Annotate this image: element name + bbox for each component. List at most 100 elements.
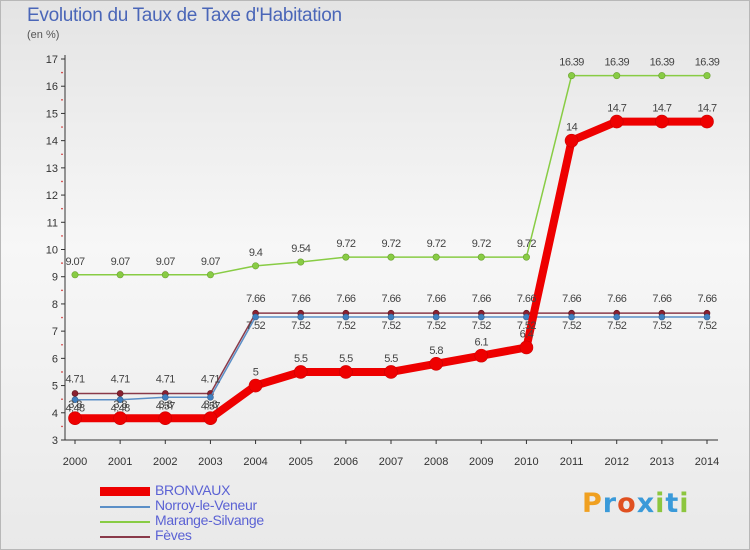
y-tick-label: 14 <box>46 136 58 148</box>
x-tick-label: 2003 <box>198 456 222 468</box>
y-minor-tick <box>61 99 63 101</box>
x-tick-label: 2000 <box>63 456 87 468</box>
y-minor-tick <box>61 289 63 292</box>
y-tick-label: 10 <box>46 245 58 257</box>
data-label: 16.39 <box>604 57 629 69</box>
data-label: 7.66 <box>472 293 491 305</box>
data-point <box>522 253 530 261</box>
data-label: 4.57 <box>201 400 220 412</box>
y-minor-tick <box>61 126 63 128</box>
legend-swatch-bronvaux <box>100 487 150 496</box>
data-label: 14.7 <box>607 103 626 115</box>
data-label: 9.07 <box>65 256 84 268</box>
data-label: 9.72 <box>336 238 355 250</box>
data-point <box>568 72 576 80</box>
data-label: 4.71 <box>156 373 175 385</box>
data-point <box>248 378 263 393</box>
x-tick-label: 2010 <box>514 456 538 468</box>
data-label: 16.39 <box>559 57 584 69</box>
data-label: 3.8 <box>159 399 173 411</box>
legend-label-norroy: Norroy-le-Veneur <box>155 497 257 513</box>
data-point <box>387 313 395 321</box>
data-point <box>655 114 669 129</box>
data-label: 6.4 <box>520 328 534 340</box>
data-label: 7.66 <box>697 293 716 305</box>
data-label: 9.72 <box>472 238 491 250</box>
data-point <box>613 313 621 321</box>
y-minor-tick <box>61 425 63 428</box>
data-point <box>113 411 127 426</box>
y-tick-label: 13 <box>46 163 58 175</box>
data-point <box>71 396 79 404</box>
legend-swatch-norroy <box>100 506 150 508</box>
legend-label-marange: Marange-Silvange <box>155 512 264 528</box>
y-tick-label: 8 <box>52 299 58 311</box>
y-minor-tick <box>61 71 63 74</box>
data-label: 7.52 <box>652 320 671 332</box>
x-tick-label: 2004 <box>243 456 267 468</box>
data-point <box>477 313 485 321</box>
x-tick-label: 2009 <box>469 456 493 468</box>
data-point <box>432 253 440 261</box>
y-tick-label: 12 <box>46 190 58 202</box>
legend-label-feves: Fèves <box>155 527 192 543</box>
data-label: 9.72 <box>427 238 446 250</box>
data-point <box>71 390 79 397</box>
legend-label-bronvaux: BRONVAUX <box>155 482 231 498</box>
y-tick-label: 7 <box>52 326 58 338</box>
data-point <box>429 356 443 371</box>
data-label: 4.48 <box>65 403 84 415</box>
y-minor-tick <box>61 262 63 264</box>
data-label: 4.71 <box>65 373 84 385</box>
data-point <box>609 114 624 129</box>
legend-item-feves: Fèves <box>100 527 360 544</box>
x-tick-label: 2012 <box>604 456 628 468</box>
data-label: 4.57 <box>156 400 175 412</box>
data-label: 7.66 <box>607 293 626 305</box>
data-label: 7.66 <box>517 293 536 305</box>
data-label: 14.7 <box>697 103 716 115</box>
y-tick-label: 11 <box>47 217 58 229</box>
data-point <box>700 114 714 129</box>
data-label: 5.5 <box>294 353 308 365</box>
legend: BRONVAUX Norroy-le-Veneur Marange-Silvan… <box>100 482 360 544</box>
y-minor-tick <box>61 343 63 346</box>
data-label: 4.71 <box>201 373 220 385</box>
data-point <box>293 365 308 379</box>
data-point <box>161 271 169 279</box>
data-label: 4.71 <box>111 373 130 385</box>
data-point <box>71 271 79 279</box>
y-minor-tick <box>61 316 63 319</box>
data-label: 7.52 <box>427 320 446 332</box>
x-tick-label: 2005 <box>288 456 312 468</box>
data-label: 7.66 <box>427 293 446 305</box>
data-point <box>703 72 711 80</box>
data-label: 5.8 <box>429 345 443 357</box>
legend-swatch-marange <box>100 521 150 523</box>
data-label: 6.1 <box>475 337 489 349</box>
data-label: 7.52 <box>336 320 355 332</box>
y-tick-label: 15 <box>46 108 58 120</box>
data-label: 7.52 <box>607 320 626 332</box>
data-point <box>206 271 214 279</box>
proxiti-logo: Proxiti <box>582 488 690 519</box>
data-point <box>703 313 711 321</box>
x-tick-label: 2007 <box>379 456 403 468</box>
chart-title: Evolution du Taux de Taxe d'Habitation <box>27 5 342 26</box>
data-label: 7.52 <box>472 320 491 332</box>
data-label: 7.66 <box>381 293 400 305</box>
data-label: 9.72 <box>381 238 400 250</box>
data-label: 9.07 <box>201 256 220 268</box>
data-label: 3.8 <box>68 399 82 411</box>
data-label: 7.52 <box>381 320 400 332</box>
data-point <box>387 253 395 261</box>
data-point <box>342 253 350 261</box>
x-tick-label: 2011 <box>560 456 584 468</box>
data-label: 5.5 <box>384 353 398 365</box>
data-label: 7.52 <box>562 320 581 332</box>
x-tick-label: 2008 <box>424 456 448 468</box>
data-label: 5.5 <box>339 353 353 365</box>
data-label: 9.72 <box>517 238 536 250</box>
data-point <box>161 393 169 401</box>
data-label: 7.66 <box>291 293 310 305</box>
